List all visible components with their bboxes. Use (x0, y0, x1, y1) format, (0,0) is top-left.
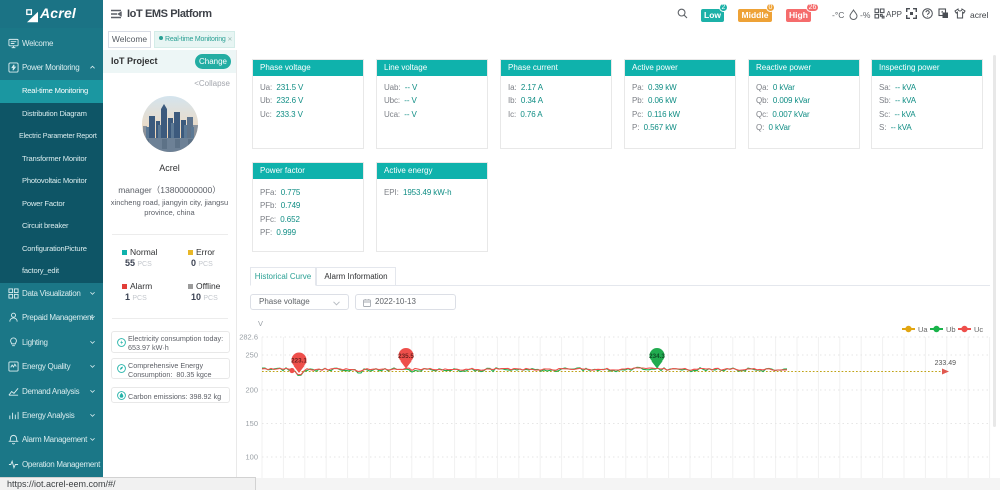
svg-text:250: 250 (245, 351, 258, 360)
svg-text:Uc: Uc (974, 325, 983, 334)
svg-text:282.6: 282.6 (239, 333, 258, 342)
svg-text:Ua: Ua (918, 325, 928, 334)
svg-text:Ub: Ub (946, 325, 956, 334)
svg-text:234.3: 234.3 (649, 353, 665, 360)
svg-text:235.5: 235.5 (398, 353, 414, 360)
svg-text:100: 100 (245, 453, 258, 462)
svg-text:233.49: 233.49 (935, 360, 957, 367)
svg-text:200: 200 (245, 386, 258, 395)
svg-text:V: V (258, 319, 263, 328)
svg-text:150: 150 (245, 419, 258, 428)
svg-text:223.1: 223.1 (291, 358, 307, 365)
